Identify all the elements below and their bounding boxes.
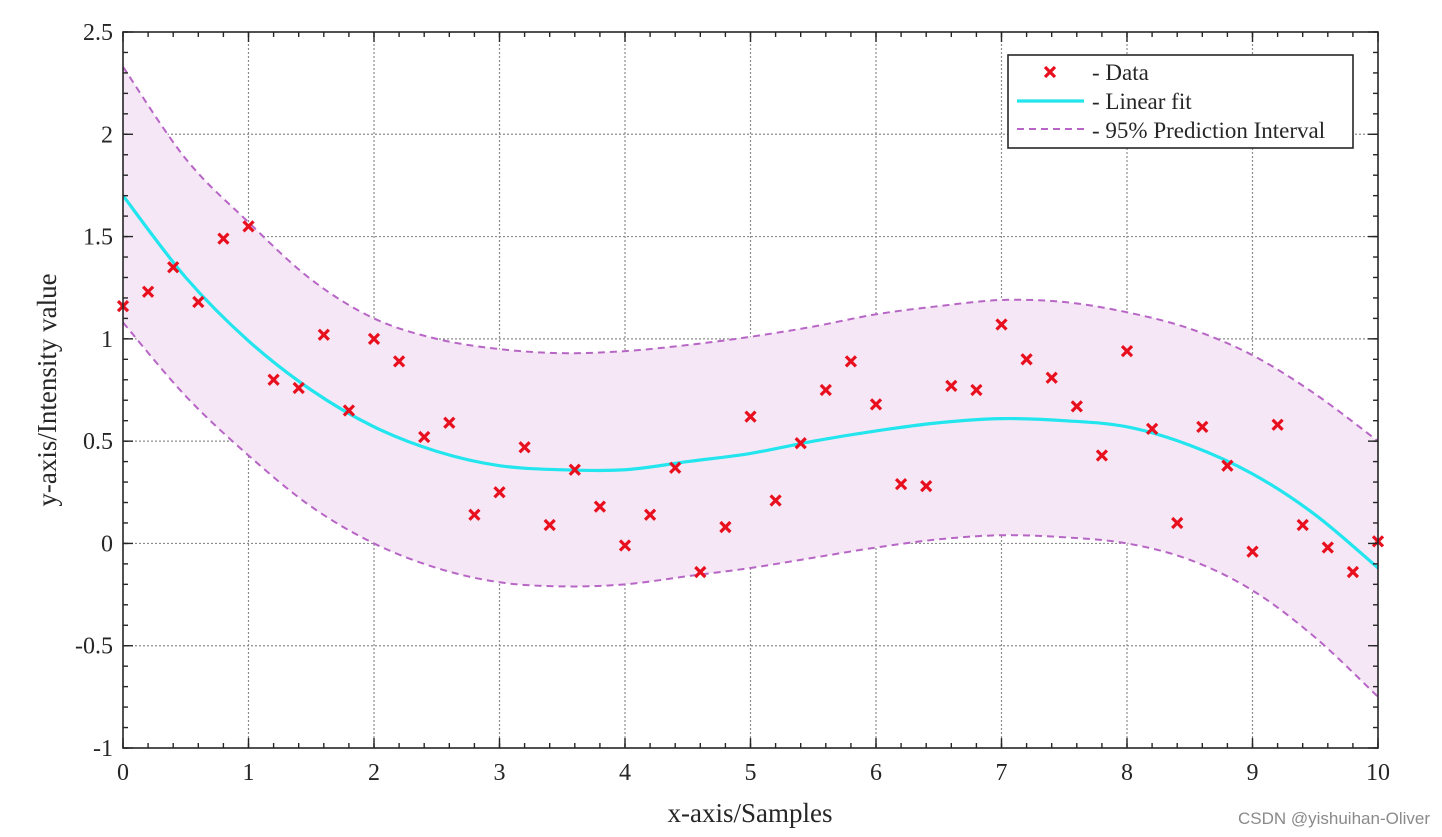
data-point (418, 430, 431, 444)
data-point (970, 383, 983, 397)
x-tick-label: 5 (745, 760, 757, 786)
lower-interval-line (123, 321, 1378, 698)
fit-and-interval-lines (123, 66, 1378, 698)
data-point (468, 508, 481, 521)
x-tick-labels: 0 1 2 3 4 5 6 7 8 9 10 (117, 760, 1390, 786)
x-tick-label: 8 (1121, 760, 1133, 786)
data-point (192, 295, 205, 309)
data-point (1095, 449, 1109, 462)
data-point (1271, 418, 1284, 431)
axis-ticks (122, 31, 1379, 749)
upper-interval-line (123, 66, 1378, 442)
data-point (267, 373, 280, 386)
data-point (1171, 516, 1184, 530)
data-point (819, 383, 832, 397)
data-point (945, 379, 958, 393)
data-point (1070, 400, 1083, 413)
y-tick-label: 0.5 (83, 429, 113, 455)
data-point (167, 261, 180, 274)
data-point (543, 518, 556, 532)
data-point (669, 461, 682, 474)
x-tick-label: 2 (368, 760, 380, 786)
data-point (1246, 545, 1259, 558)
y-axis-label: y-axis/Intensity value (32, 273, 62, 506)
x-tick-label: 3 (494, 760, 506, 786)
data-point (1296, 518, 1309, 532)
interval-band-fill (123, 66, 1378, 697)
data-point (844, 355, 858, 368)
linear-fit-line (123, 194, 1378, 570)
y-tick-label: -1 (93, 736, 113, 762)
data-point (317, 328, 330, 341)
data-point (794, 437, 807, 450)
data-point (292, 381, 305, 395)
data-point (1020, 353, 1033, 366)
x-tick-label: 1 (243, 760, 255, 786)
y-tick-label: 0 (101, 531, 113, 557)
data-point (392, 355, 406, 368)
data-point (443, 416, 456, 429)
y-tick-label: 2 (101, 122, 113, 148)
x-tick-label: 9 (1247, 760, 1259, 786)
x-tick-label: 0 (117, 760, 129, 786)
data-point (643, 508, 657, 521)
x-tick-label: 6 (870, 760, 882, 786)
data-point (367, 332, 381, 345)
y-tick-labels: -1 -0.5 0 0.5 1 1.5 2 2.5 (75, 20, 113, 762)
watermark: CSDN @yishuihan-Oliver (1238, 809, 1430, 828)
data-point (593, 500, 607, 513)
y-tick-label: 1.5 (83, 225, 113, 251)
data-point (719, 520, 732, 534)
data-point (769, 494, 782, 507)
y-tick-label: -0.5 (75, 634, 113, 660)
data-point (1221, 459, 1234, 472)
y-tick-label: 2.5 (83, 20, 113, 46)
x-tick-label: 10 (1366, 760, 1390, 786)
data-point (618, 539, 632, 552)
data-point (141, 285, 155, 298)
x-axis-label: x-axis/Samples (668, 798, 833, 828)
y-tick-label: 1 (101, 327, 113, 353)
data-point (1196, 420, 1209, 433)
data-point (518, 441, 531, 454)
data-point (869, 398, 883, 411)
legend-label-fit: - Linear fit (1092, 89, 1192, 114)
data-point (568, 463, 581, 476)
data-point (1045, 371, 1058, 384)
data-point (1346, 565, 1360, 579)
prediction-interval-band (123, 66, 1378, 697)
legend-data-marker (1043, 65, 1057, 79)
data-point (342, 404, 356, 417)
x-tick-label: 4 (619, 760, 631, 786)
data-point (920, 480, 933, 493)
data-point (995, 318, 1008, 331)
data-point (1321, 541, 1334, 554)
data-point (744, 410, 757, 423)
legend-label-interval: - 95% Prediction Interval (1092, 118, 1325, 143)
data-point (1145, 422, 1159, 435)
data-point (493, 486, 506, 499)
data-markers (116, 220, 1385, 579)
x-tick-label: 7 (996, 760, 1008, 786)
data-point (217, 232, 230, 245)
legend-label-data: - Data (1092, 60, 1149, 85)
data-point (242, 220, 255, 233)
data-point (1120, 345, 1134, 358)
data-point (694, 565, 707, 579)
data-point (894, 477, 908, 491)
legend: - Data - Linear fit - 95% Prediction Int… (1007, 54, 1354, 149)
